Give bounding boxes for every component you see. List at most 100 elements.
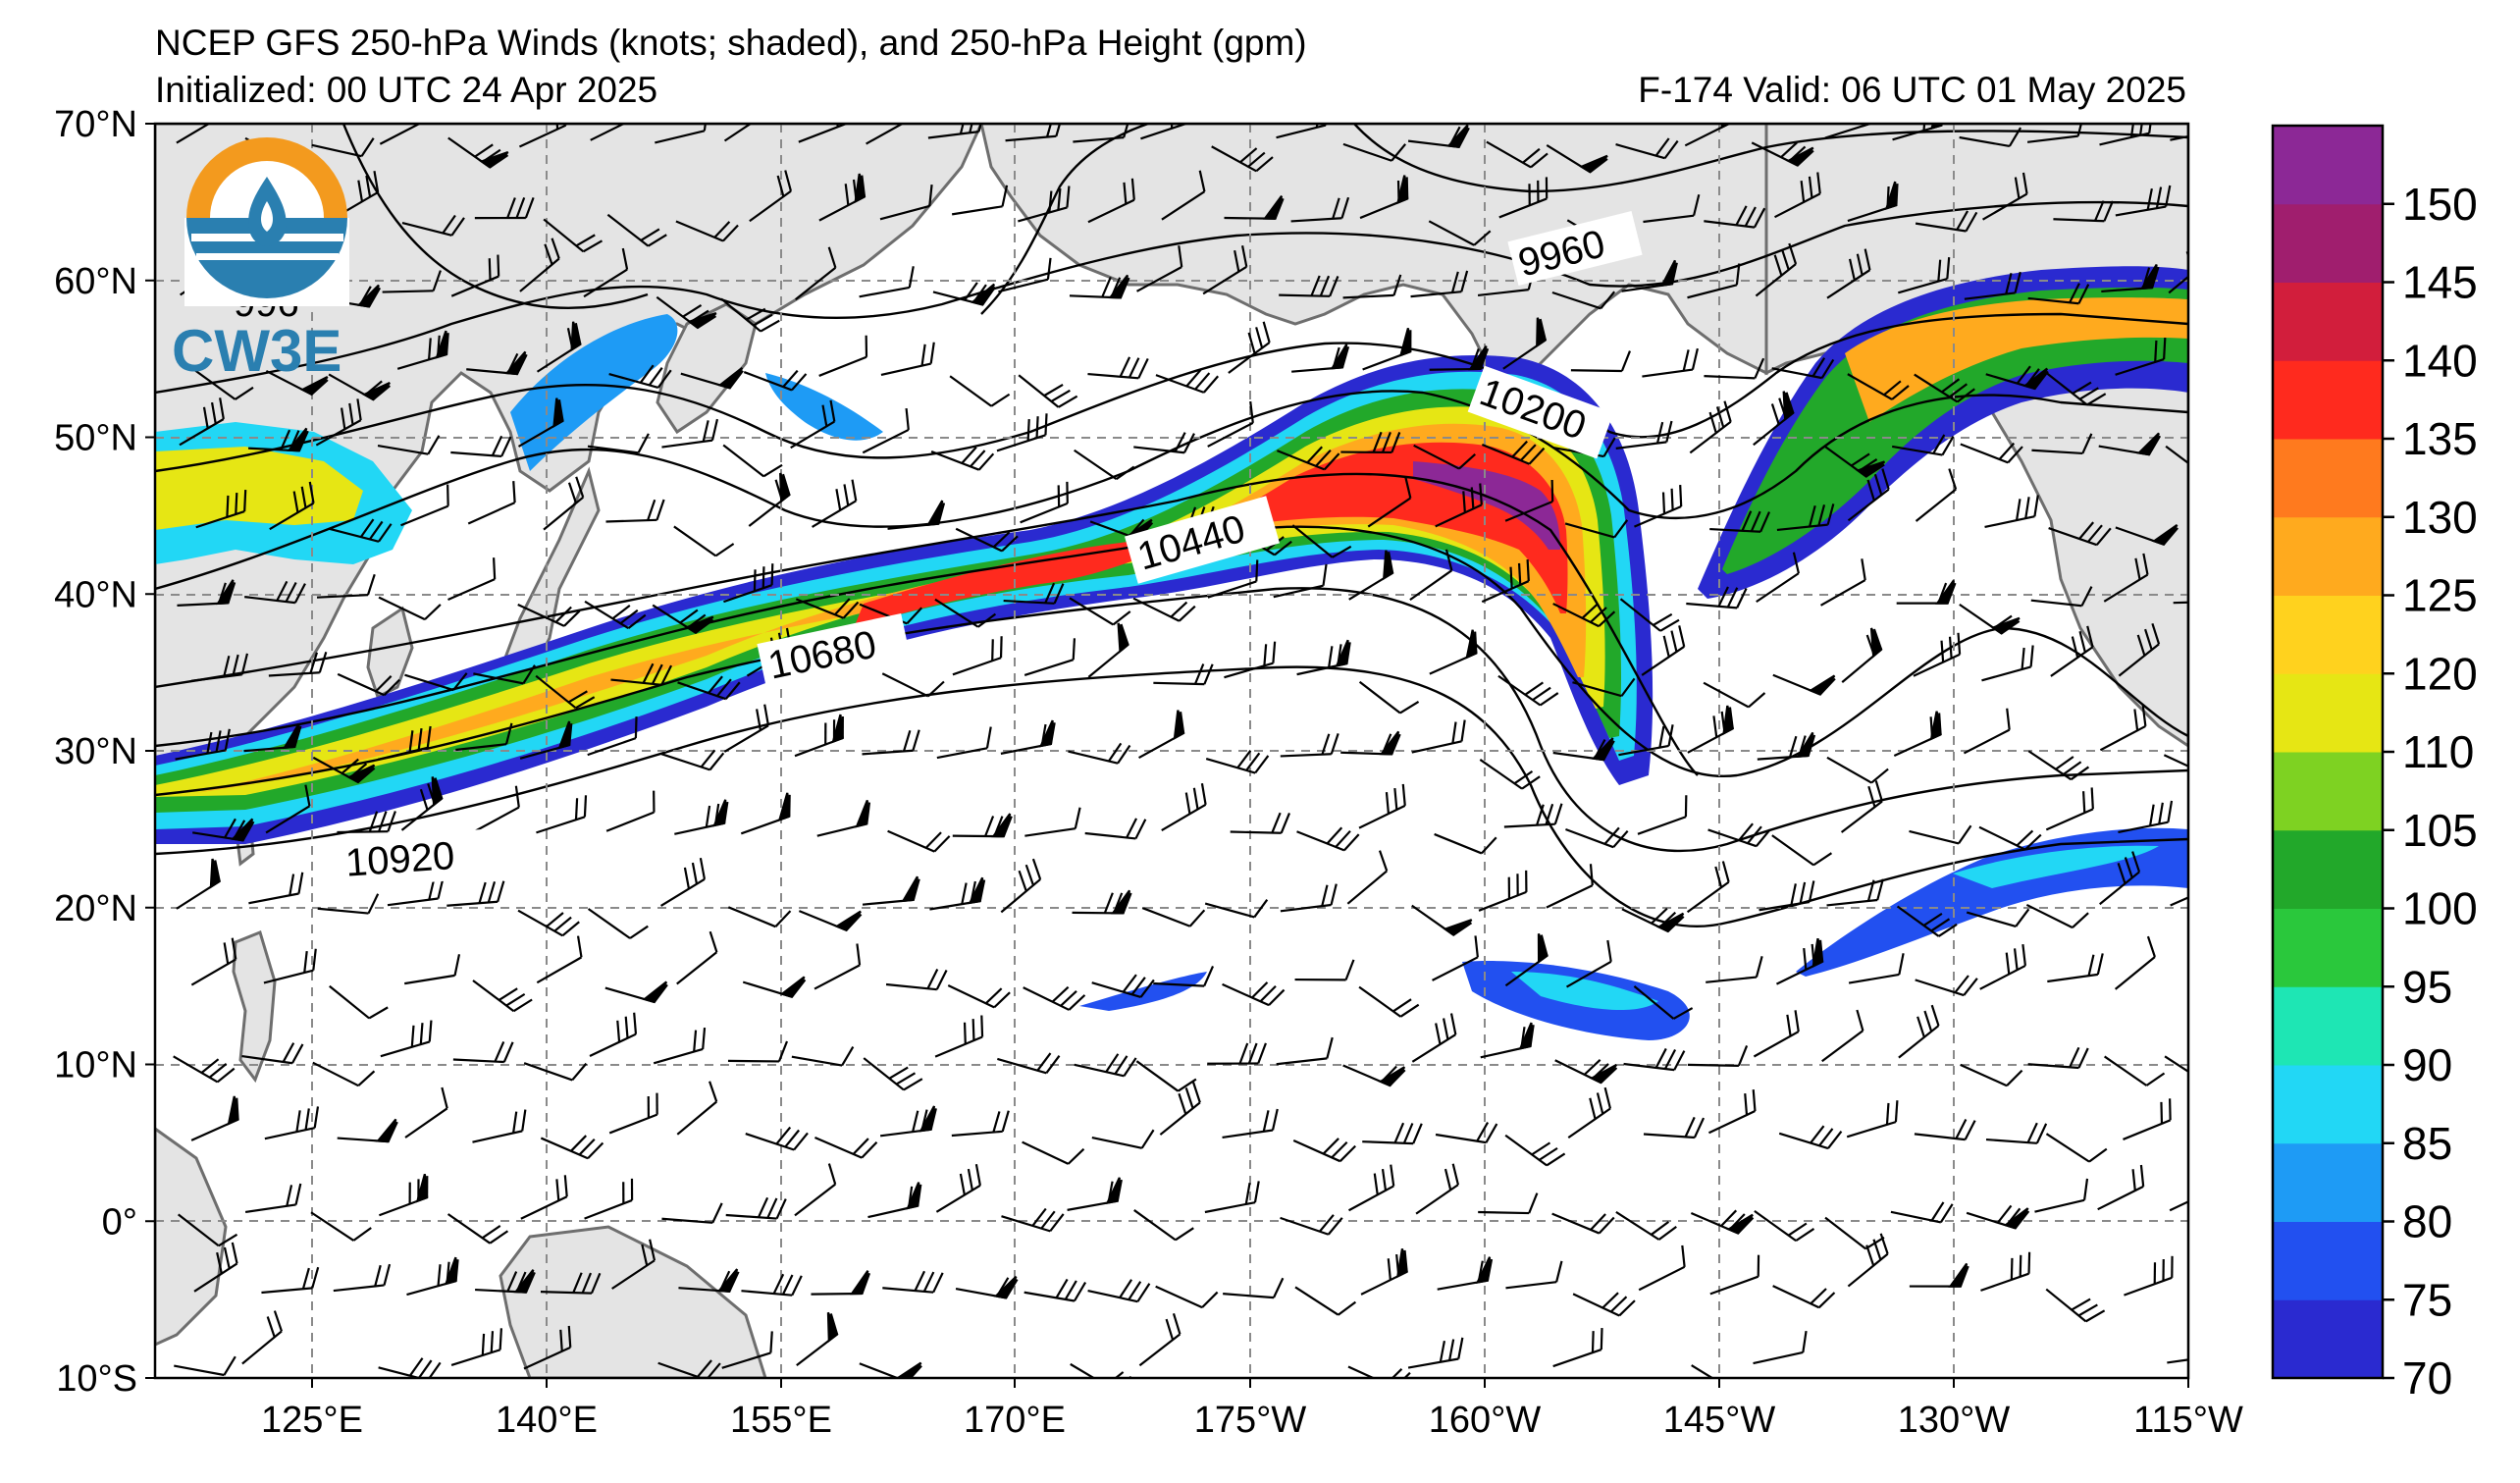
wind-barb <box>1959 127 2022 148</box>
wind-barb <box>1429 345 1490 371</box>
valid-time-label: F-174 Valid: 06 UTC 01 May 2025 <box>1638 70 2186 110</box>
wind-barb <box>543 476 585 531</box>
logo-text: CW3E <box>172 318 341 384</box>
wind-barb <box>1360 1248 1408 1296</box>
lat-tick-label: 60°N <box>54 261 137 302</box>
wind-barb <box>543 218 604 253</box>
wind-barb <box>1136 245 1183 292</box>
wind-barb <box>887 829 951 853</box>
wind-barb <box>2118 622 2161 677</box>
wind-barb <box>1411 719 1466 754</box>
wind-barb <box>1915 210 1978 233</box>
colorbar-label: 130 <box>2402 492 2478 543</box>
wind-barb <box>1359 175 1409 220</box>
wind-barb <box>1704 357 1765 380</box>
wind-barb <box>590 124 627 141</box>
wind-barb <box>1133 1209 1194 1242</box>
colorbar-swatch <box>2273 908 2383 987</box>
wind-barb <box>536 321 582 373</box>
wind-barb <box>863 1057 923 1091</box>
wind-barb <box>659 857 707 907</box>
wind-barb <box>404 1086 448 1139</box>
wind-barb <box>1481 440 1546 465</box>
wind-barb <box>1498 177 1549 219</box>
wind-barb <box>540 1272 602 1295</box>
wind-barb <box>1821 1009 1864 1063</box>
wind-barb <box>1546 143 1608 174</box>
wind-barb <box>1546 864 1594 909</box>
wind-barb <box>879 1105 937 1138</box>
wind-barb <box>2123 1098 2172 1140</box>
wind-barbs <box>173 124 2188 1378</box>
wind-barb <box>472 980 533 1013</box>
wind-barb <box>1358 783 1406 829</box>
wind-barb <box>742 976 807 999</box>
wind-barb <box>1915 975 1978 997</box>
wind-barb <box>337 1118 398 1143</box>
wind-barb <box>1686 861 1730 914</box>
wind-barb <box>1984 495 2039 529</box>
wind-barb <box>811 1270 871 1296</box>
wind-barb <box>1898 257 1951 294</box>
wind-barb <box>523 1325 572 1370</box>
wind-barb <box>1847 1233 1889 1288</box>
wind-barb <box>248 872 304 905</box>
wind-barb <box>1000 858 1042 914</box>
wind-barb <box>798 124 847 143</box>
wind-barb <box>1753 1010 1800 1058</box>
wind-barb <box>1618 724 1674 757</box>
wind-barb <box>1273 563 1328 599</box>
wind-barb <box>2115 185 2172 217</box>
wind-barb <box>2103 553 2149 603</box>
wind-barb <box>1703 681 1766 709</box>
wind-barb <box>795 246 837 300</box>
wind-barb <box>1280 733 1339 758</box>
wind-barb <box>2167 1358 2188 1364</box>
lat-tick-label: 0° <box>102 1201 137 1243</box>
wind-barb <box>1840 780 1884 833</box>
wind-barb <box>1346 850 1389 905</box>
colorbar-swatch <box>2273 282 2383 361</box>
wind-barb <box>1914 1119 1976 1141</box>
wind-barb <box>450 1328 502 1367</box>
wind-barb <box>795 598 860 619</box>
wind-barb <box>1985 365 2049 391</box>
wind-barb <box>818 335 868 377</box>
wind-barb <box>677 675 741 701</box>
wind-barb <box>1161 782 1207 832</box>
wind-barb <box>1572 677 1636 698</box>
wind-barb <box>404 672 468 692</box>
wind-barb <box>859 1361 922 1378</box>
wind-barb <box>265 784 311 834</box>
wind-barb <box>1893 711 1942 757</box>
lon-tick-label: 140°E <box>496 1400 598 1441</box>
wind-barb <box>1771 834 1833 867</box>
wind-barb <box>1687 263 1741 299</box>
wind-barb <box>1891 434 1955 456</box>
wind-barb <box>1202 245 1248 295</box>
wind-barb <box>1565 939 1612 988</box>
wind-barb <box>1211 145 1274 173</box>
wind-barb <box>741 1273 803 1297</box>
wind-barb <box>401 214 465 237</box>
wind-barb <box>2114 935 2156 990</box>
wind-barb <box>934 1015 984 1058</box>
wind-barb <box>1224 641 1277 679</box>
wind-barb <box>1342 274 1402 299</box>
wind-barb <box>450 435 512 458</box>
wind-barb <box>680 366 744 390</box>
wind-barb <box>1756 552 1800 604</box>
jet-band-145 <box>1413 461 1560 550</box>
wind-barb <box>1554 1059 1618 1085</box>
wind-barb <box>1138 710 1185 760</box>
wind-barb <box>818 173 866 222</box>
wind-barb <box>1277 446 1340 471</box>
wind-barb <box>652 604 714 635</box>
colorbar-label: 80 <box>2402 1196 2452 1247</box>
wind-barb <box>1413 444 1476 470</box>
wind-barb <box>1207 559 1259 599</box>
wind-barb <box>1291 344 1350 373</box>
wind-barb <box>610 662 673 686</box>
wind-barb <box>1686 586 1748 609</box>
